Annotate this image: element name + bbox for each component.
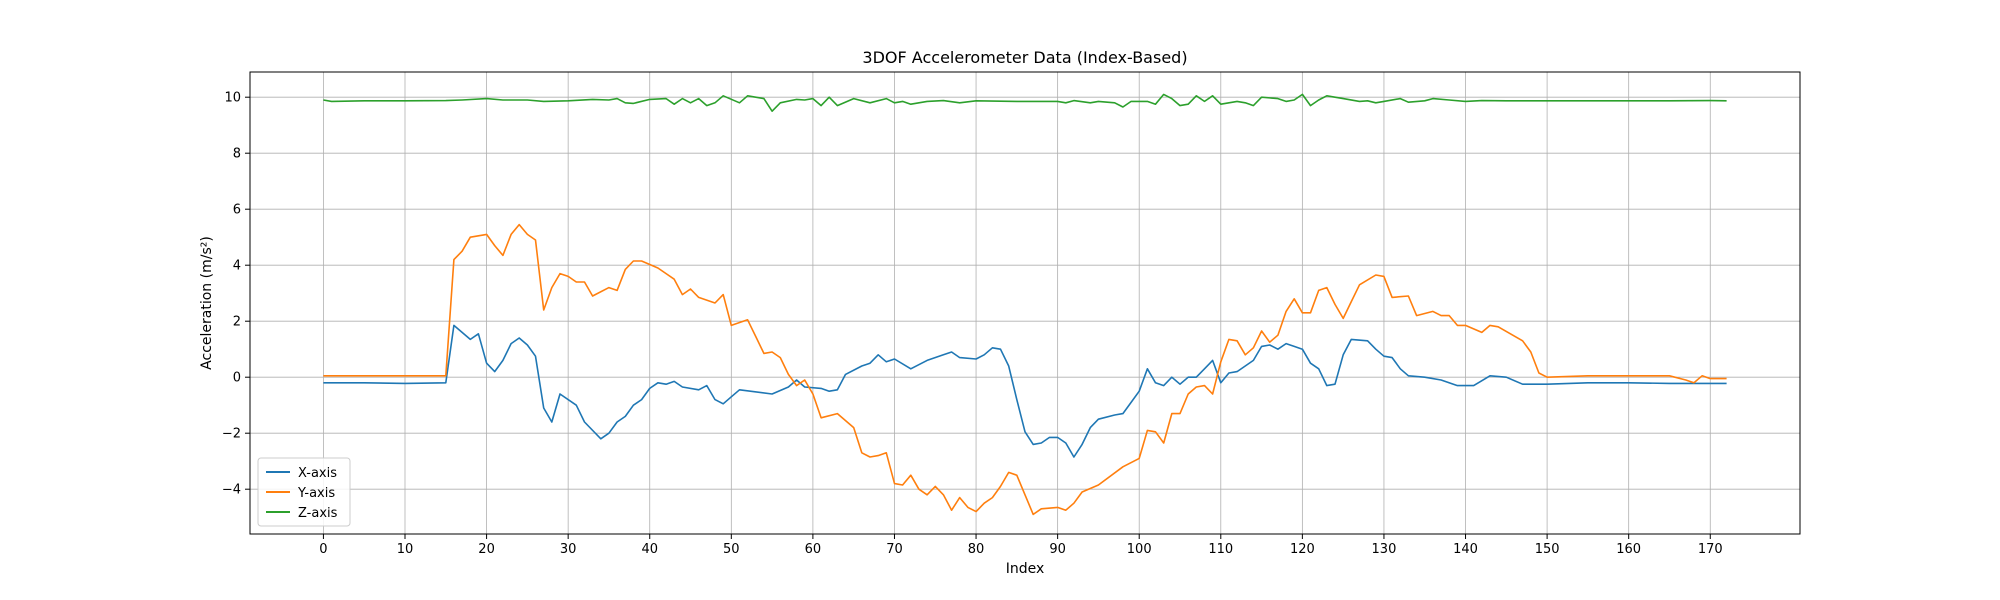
y-tick-label: 0 — [233, 371, 241, 386]
chart-title: 3DOF Accelerometer Data (Index-Based) — [862, 48, 1187, 67]
x-tick-label: 10 — [397, 542, 414, 557]
legend-label-z-axis: Z-axis — [298, 506, 338, 521]
x-tick-label: 50 — [723, 542, 740, 557]
x-tick-label: 150 — [1535, 542, 1560, 557]
x-tick-label: 30 — [560, 542, 577, 557]
y-tick-label: 2 — [233, 315, 241, 330]
legend: X-axis Y-axis Z-axis — [257, 457, 351, 527]
y-tick-label: 6 — [233, 203, 241, 218]
x-tick-label: 130 — [1372, 542, 1397, 557]
legend-label-y-axis: Y-axis — [297, 486, 335, 501]
x-tick-label: 170 — [1698, 542, 1723, 557]
y-tick-label: −2 — [222, 427, 241, 442]
x-tick-label: 0 — [319, 542, 327, 557]
plot-lines — [323, 93, 1727, 516]
axis-ticks: 0 10 20 30 40 50 60 70 80 90 100 110 120 130 140 150 160… — [222, 91, 1723, 557]
x-tick-label: 40 — [641, 542, 658, 557]
x-tick-label: 100 — [1127, 542, 1152, 557]
series-line-y-axis — [323, 223, 1727, 516]
x-tick-label: 140 — [1453, 542, 1478, 557]
x-axis-title: Index — [1006, 561, 1045, 577]
series-line-z-axis — [323, 93, 1727, 112]
series-line-x-axis — [323, 324, 1727, 458]
y-tick-label: 10 — [224, 91, 241, 106]
x-tick-label: 120 — [1290, 542, 1315, 557]
x-tick-label: 160 — [1616, 542, 1641, 557]
x-tick-label: 20 — [478, 542, 495, 557]
legend-box — [257, 457, 351, 527]
y-tick-label: 4 — [233, 259, 241, 274]
x-tick-label: 80 — [968, 542, 985, 557]
x-tick-label: 60 — [805, 542, 822, 557]
x-tick-label: 110 — [1208, 542, 1233, 557]
y-tick-label: −4 — [222, 483, 241, 498]
legend-label-x-axis: X-axis — [298, 466, 337, 481]
y-axis-title: Acceleration (m/s²) — [199, 236, 215, 370]
y-tick-label: 8 — [233, 147, 241, 162]
x-tick-label: 90 — [1049, 542, 1066, 557]
x-tick-label: 70 — [886, 542, 903, 557]
plot-frame — [249, 71, 1801, 535]
